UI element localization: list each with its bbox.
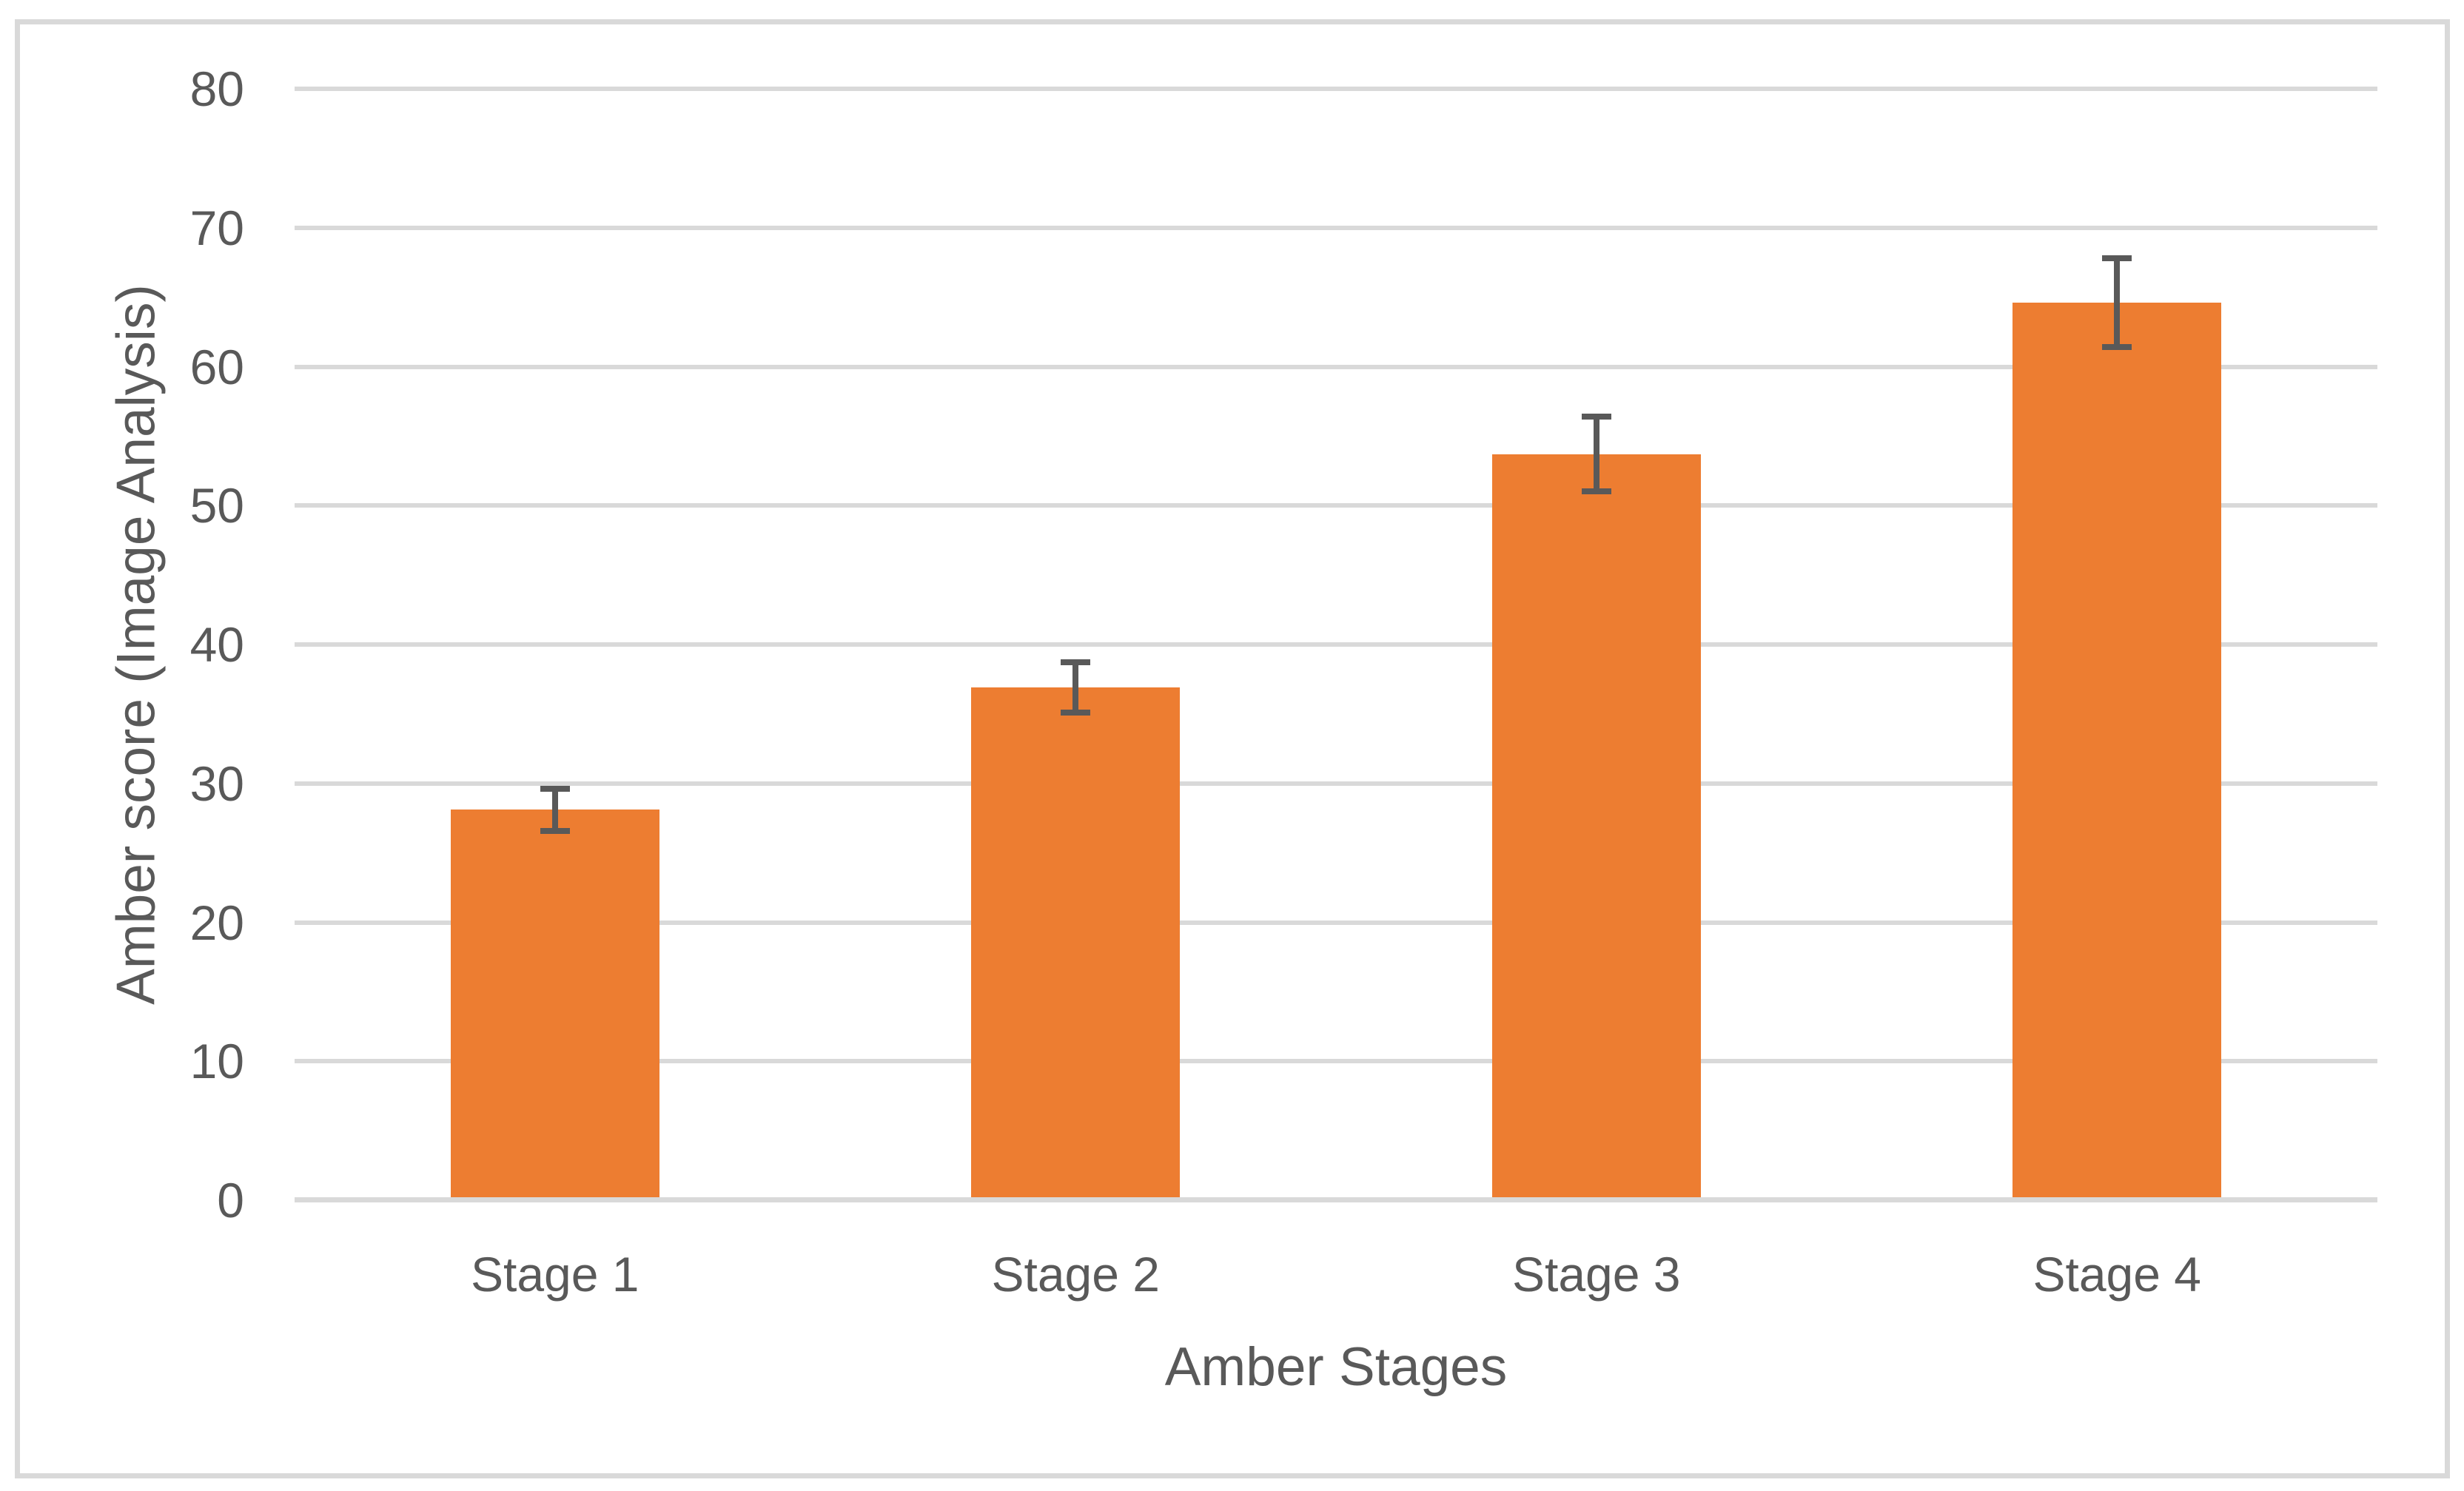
y-tick-label-30: 30 <box>189 755 244 811</box>
gridline-30 <box>295 781 2377 786</box>
error-bar-bottom-cap <box>2102 344 2132 351</box>
y-tick-label-10: 10 <box>189 1034 244 1089</box>
bar-stage-3 <box>1491 454 1701 1197</box>
error-bar-stem <box>1072 662 1079 713</box>
error-bar-bottom-cap <box>1581 488 1611 495</box>
bar-stage-4 <box>2013 303 2222 1197</box>
error-bar-top-cap <box>2102 255 2132 262</box>
bar-stage-1 <box>450 810 659 1197</box>
x-axis-line <box>295 1197 2377 1202</box>
y-tick-label-20: 20 <box>189 895 244 950</box>
y-tick-label-40: 40 <box>189 617 244 672</box>
error-bar-top-cap <box>1581 414 1611 420</box>
gridline-70 <box>295 225 2377 230</box>
gridline-80 <box>295 87 2377 91</box>
y-tick-label-50: 50 <box>189 478 244 534</box>
error-bar-top-cap <box>1061 659 1091 666</box>
chart-border <box>15 19 2450 1478</box>
gridline-40 <box>295 642 2377 647</box>
x-tick-label-2: Stage 2 <box>991 1247 1161 1302</box>
x-axis-title: Amber Stages <box>1164 1337 1508 1397</box>
gridline-50 <box>295 503 2377 508</box>
x-tick-label-1: Stage 1 <box>470 1247 640 1302</box>
gridline-10 <box>295 1059 2377 1064</box>
error-bar-stem <box>551 789 558 831</box>
error-bar-stem <box>1593 417 1599 492</box>
error-bar-top-cap <box>540 786 570 792</box>
error-bar-stem <box>2114 258 2121 348</box>
y-tick-label-0: 0 <box>217 1173 244 1228</box>
y-axis-title: Amber score (Image Analysis) <box>106 284 167 1005</box>
bar-stage-2 <box>971 687 1181 1197</box>
gridline-20 <box>295 920 2377 925</box>
gridline-60 <box>295 364 2377 369</box>
x-tick-label-4: Stage 4 <box>2032 1247 2202 1302</box>
error-bar-bottom-cap <box>540 827 570 834</box>
x-tick-label-3: Stage 3 <box>1511 1247 1681 1302</box>
error-bar-bottom-cap <box>1061 709 1091 716</box>
y-tick-label-80: 80 <box>189 61 244 116</box>
y-tick-label-70: 70 <box>189 200 244 255</box>
y-tick-label-60: 60 <box>189 339 244 394</box>
